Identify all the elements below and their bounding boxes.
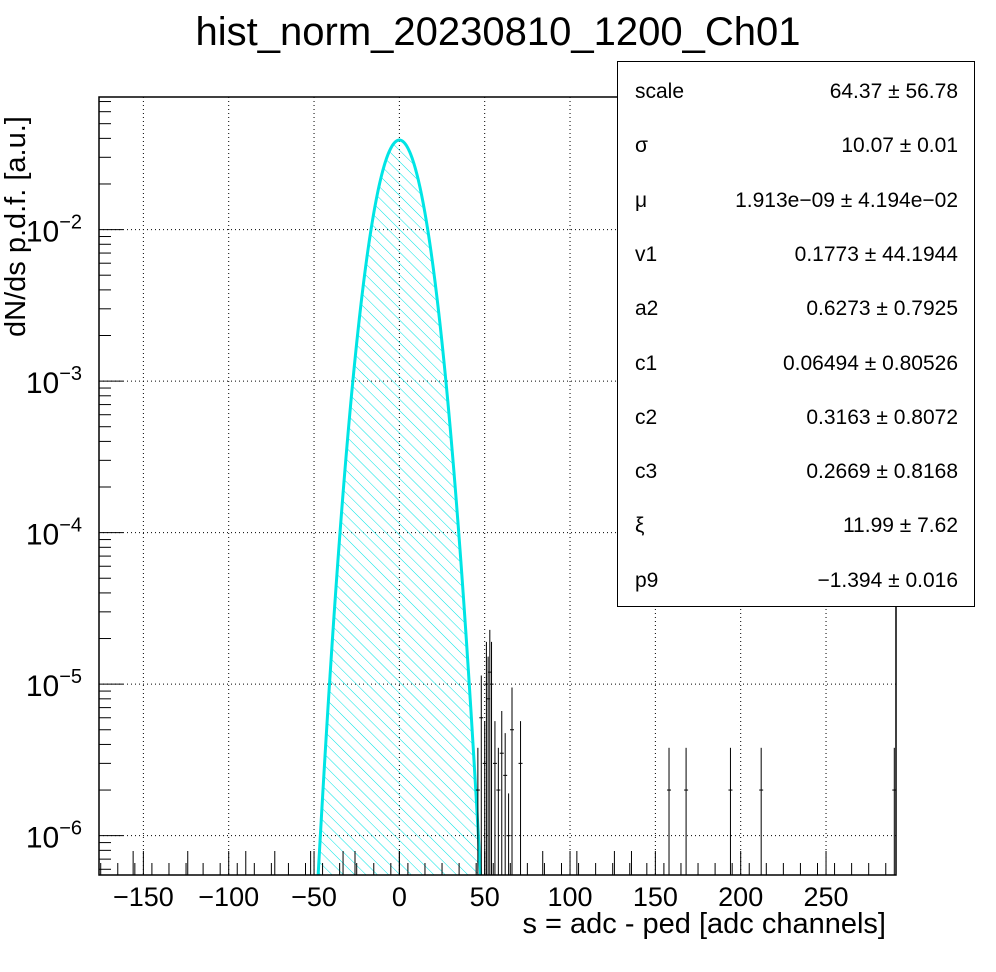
x-axis-label: s = adc - ped [adc channels] xyxy=(522,908,886,940)
x-tick-label: −100 xyxy=(198,882,259,912)
y-axis-label: dN/ds p.d.f. [a.u.] xyxy=(0,116,32,337)
stat-name: p9 xyxy=(635,568,659,592)
stat-value: 11.99 ± 7.62 xyxy=(842,514,958,538)
y-tick-label: 10−2 xyxy=(26,212,82,249)
stat-row: c3 0.2669 ± 0.8168 xyxy=(618,444,974,498)
y-tick-label: 10−5 xyxy=(26,666,82,703)
stat-name: v1 xyxy=(635,242,658,266)
stat-row: ξ 11.99 ± 7.62 xyxy=(618,498,974,552)
stat-row: σ 10.07 ± 0.01 xyxy=(618,118,974,172)
stat-value: 0.6273 ± 0.7925 xyxy=(806,297,958,321)
x-tick-label: 200 xyxy=(718,882,763,912)
stat-row: p9 −1.394 ± 0.016 xyxy=(618,553,974,607)
x-tick-label: 100 xyxy=(548,882,593,912)
x-tick-label: −150 xyxy=(113,882,174,912)
stat-value: 0.06494 ± 0.80526 xyxy=(782,351,958,375)
x-tick-label: 50 xyxy=(470,882,500,912)
stat-value: 0.1773 ± 44.1944 xyxy=(794,242,958,266)
stat-value: 0.2669 ± 0.8168 xyxy=(806,460,958,484)
stat-name: σ xyxy=(635,134,648,158)
stat-row: c1 0.06494 ± 0.80526 xyxy=(618,336,974,390)
stat-value: 1.913e−09 ± 4.194e−02 xyxy=(735,188,958,212)
stat-row: a2 0.6273 ± 0.7925 xyxy=(618,281,974,335)
stat-value: 64.37 ± 56.78 xyxy=(829,80,958,103)
x-tick-label: −50 xyxy=(291,882,337,912)
stat-name: c2 xyxy=(635,405,658,429)
stat-value: 10.07 ± 0.01 xyxy=(841,134,958,158)
y-tick-label: 10−4 xyxy=(26,515,82,552)
fit-stats-box: scale 64.37 ± 56.78 σ 10.07 ± 0.01 μ 1.913e−0… xyxy=(617,61,975,607)
stat-row: scale 64.37 ± 56.78 xyxy=(618,64,974,118)
stat-name: a2 xyxy=(635,297,659,321)
stat-name: μ xyxy=(635,188,648,212)
stat-row: v1 0.1773 ± 44.1944 xyxy=(618,227,974,281)
stat-row: μ 1.913e−09 ± 4.194e−02 xyxy=(618,173,974,227)
stat-name: c1 xyxy=(635,351,658,375)
stat-row: c2 0.3163 ± 0.8072 xyxy=(618,390,974,444)
stat-value: −1.394 ± 0.016 xyxy=(817,568,958,592)
y-tick-label: 10−3 xyxy=(26,363,82,400)
stat-name: c3 xyxy=(635,460,658,484)
fit-curve xyxy=(316,138,483,875)
stat-value: 0.3163 ± 0.8072 xyxy=(806,405,958,429)
stat-name: ξ xyxy=(635,514,645,538)
x-tick-label: 0 xyxy=(392,882,407,912)
y-tick-label: 10−6 xyxy=(26,818,82,855)
x-tick-label: 150 xyxy=(633,882,678,912)
stat-name: scale xyxy=(635,80,685,103)
chart-title: hist_norm_20230810_1200_Ch01 xyxy=(195,10,801,54)
x-tick-label: 250 xyxy=(803,882,848,912)
